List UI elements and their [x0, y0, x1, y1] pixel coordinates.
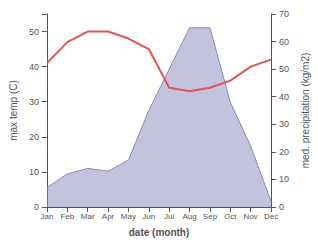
svg-text:50: 50: [279, 64, 289, 74]
svg-text:20: 20: [279, 147, 289, 157]
svg-text:May: May: [121, 212, 136, 221]
svg-text:Mar: Mar: [81, 212, 95, 221]
svg-text:Jun: Jun: [142, 212, 155, 221]
svg-text:50: 50: [29, 27, 39, 37]
svg-text:Dec: Dec: [264, 212, 278, 221]
svg-text:0: 0: [279, 202, 284, 212]
svg-text:40: 40: [279, 92, 289, 102]
svg-text:70: 70: [279, 9, 289, 19]
svg-text:Sep: Sep: [203, 212, 218, 221]
svg-text:Feb: Feb: [60, 212, 74, 221]
svg-text:Jan: Jan: [40, 212, 53, 221]
svg-text:med. precipitation (kg/m2): med. precipitation (kg/m2): [300, 53, 311, 169]
svg-text:max temp (C): max temp (C): [8, 80, 19, 141]
svg-text:Oct: Oct: [224, 212, 237, 221]
svg-text:10: 10: [29, 167, 39, 177]
svg-text:30: 30: [29, 97, 39, 107]
svg-text:Nov: Nov: [244, 212, 258, 221]
svg-text:0: 0: [34, 202, 39, 212]
svg-text:20: 20: [29, 132, 39, 142]
svg-text:10: 10: [279, 174, 289, 184]
svg-text:40: 40: [29, 62, 39, 72]
svg-text:60: 60: [279, 37, 289, 47]
svg-text:Aug: Aug: [182, 212, 196, 221]
svg-text:Apr: Apr: [102, 212, 115, 221]
svg-text:30: 30: [279, 119, 289, 129]
svg-text:date (month): date (month): [129, 227, 190, 238]
svg-text:Jul: Jul: [164, 212, 174, 221]
